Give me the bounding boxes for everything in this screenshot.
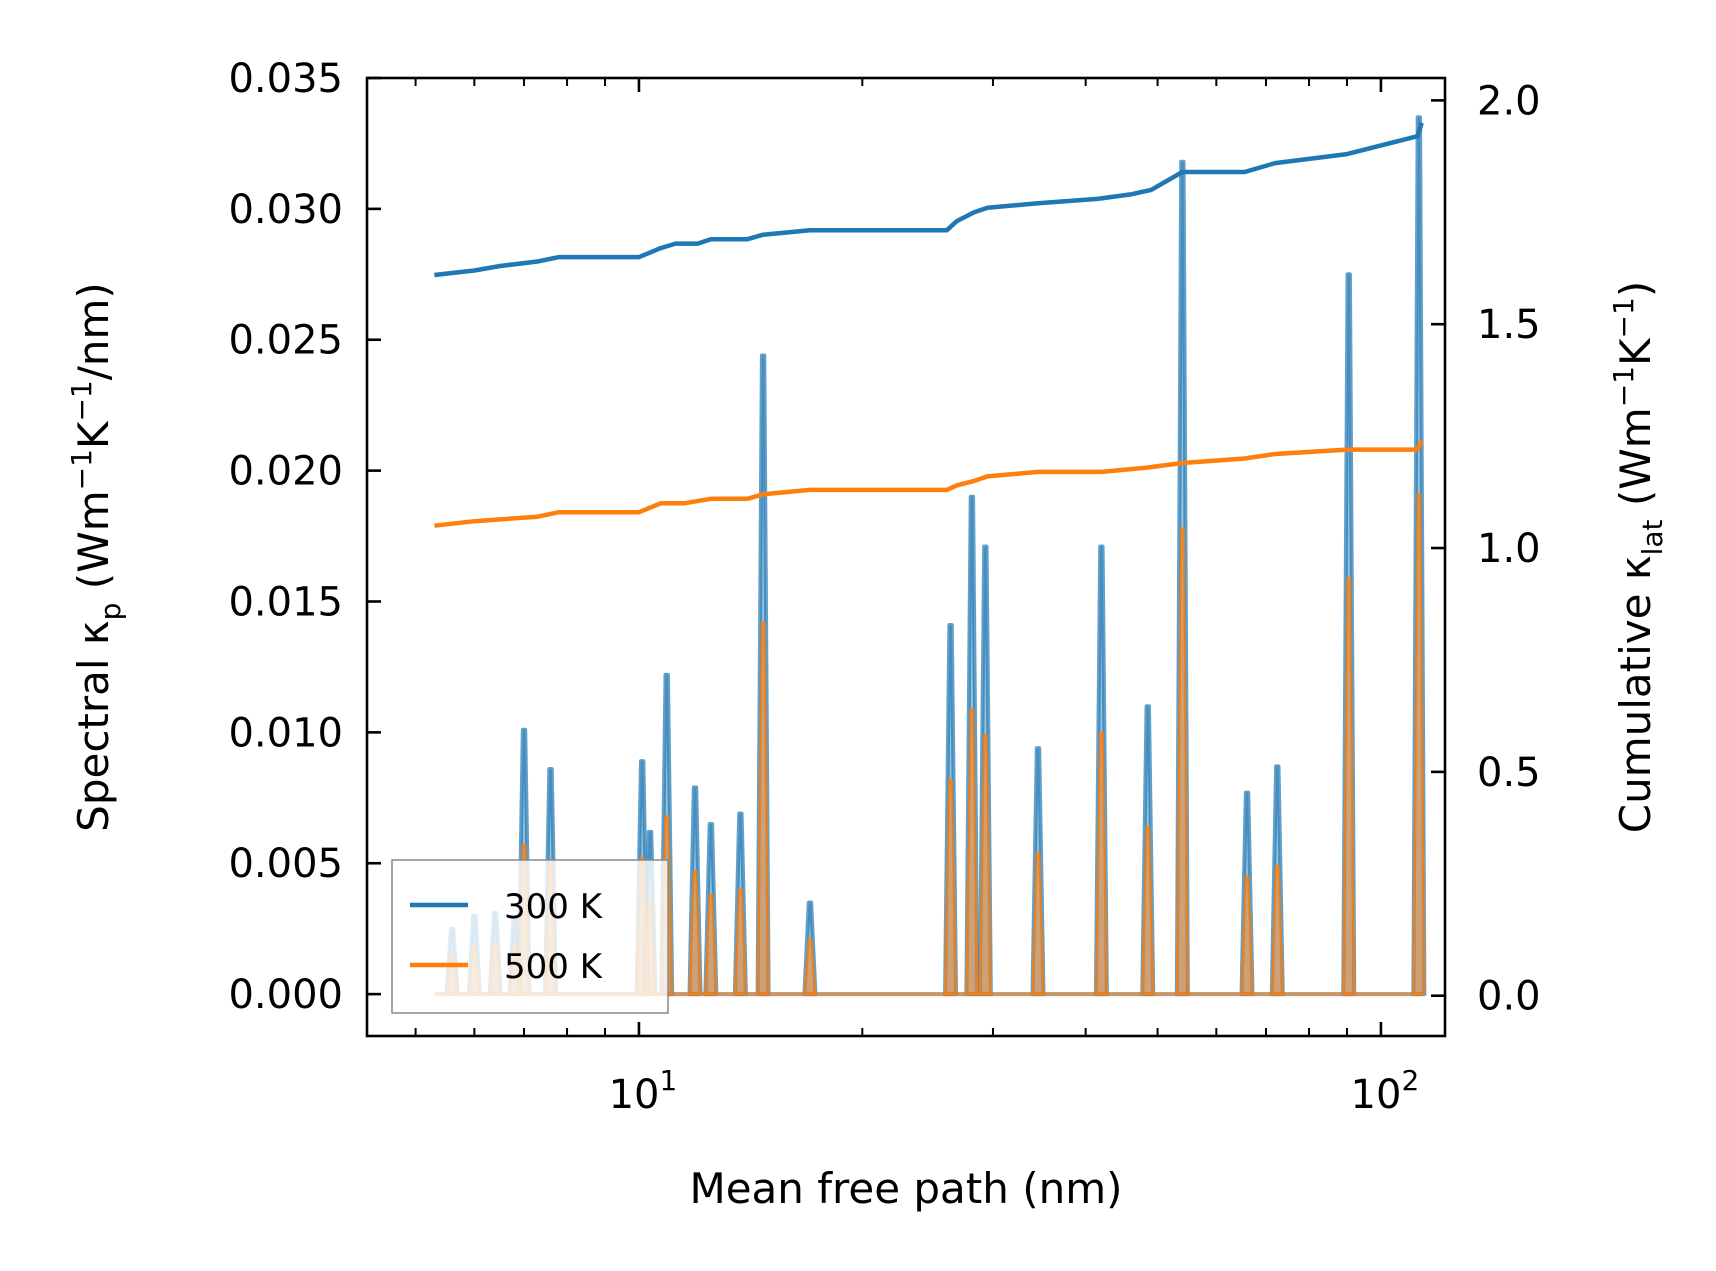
x-tick-label: 102 <box>1351 1064 1420 1118</box>
y-left-tick-label: 0.020 <box>228 449 343 495</box>
legend-label-500k: 500 K <box>504 947 604 987</box>
spectral-peak-500k-14 <box>943 778 958 996</box>
x-tick-label: 101 <box>609 1064 678 1118</box>
legend: 300 K 500 K <box>391 859 669 1014</box>
y-left-tick-label: 0.005 <box>228 841 343 887</box>
y-right-tick-label: 0.5 <box>1477 750 1541 796</box>
y-left-tick-label: 0.025 <box>228 318 343 364</box>
spectral-peak-500k-17 <box>1031 851 1045 996</box>
y-left-tick-label: 0.030 <box>228 187 343 233</box>
y-right-tick-label: 0.0 <box>1477 974 1541 1020</box>
y-right-tick-label: 2.0 <box>1477 78 1541 124</box>
tick-marks <box>367 76 1445 1036</box>
spectral-peak-500k-24 <box>1412 492 1426 996</box>
spectral-peak-500k-23 <box>1342 576 1356 996</box>
right-axis-title: Cumulative κlat (Wm−1K−1) <box>1607 281 1669 833</box>
spectral-peak-500k-21 <box>1240 875 1254 996</box>
y-left-tick-label: 0.035 <box>228 56 343 102</box>
spectral-peak-500k-16 <box>978 733 993 996</box>
legend-label-300k: 300 K <box>504 887 604 927</box>
spectral-peak-500k-18 <box>1094 731 1109 996</box>
y-left-tick-label: 0.015 <box>228 579 343 625</box>
tick-labels: 0.000 0.005 0.010 0.015 0.020 0.025 0.030 0.035… <box>228 56 1540 1118</box>
spectral-peak-500k-12 <box>756 621 770 996</box>
spectral-peak-500k-22 <box>1270 864 1285 996</box>
spectral-peak-500k-13 <box>803 937 817 996</box>
y-right-tick-label: 1.5 <box>1477 302 1541 348</box>
cumulative-line-500k <box>434 439 1424 528</box>
plot-frame <box>365 76 1447 1038</box>
left-axis-title: Spectral κp (Wm−1K−1/nm) <box>65 282 127 832</box>
spectral-peak-500k-9 <box>688 869 702 996</box>
y-left-tick-label: 0.000 <box>228 972 343 1018</box>
spectral-peak-500k-15 <box>965 707 979 996</box>
legend-box <box>391 859 669 1014</box>
cumulative-line-300k <box>434 122 1424 278</box>
spectral-peak-500k-19 <box>1141 825 1155 996</box>
spectral-peak-500k-10 <box>704 893 718 996</box>
cumulative-series-group <box>434 122 1424 528</box>
spectral-peak-500k-11 <box>733 888 748 996</box>
y-left-tick-label: 0.010 <box>228 710 343 756</box>
y-right-tick-label: 1.0 <box>1477 526 1541 572</box>
x-axis-title: Mean free path (nm) <box>689 1164 1122 1213</box>
spectral-peak-500k-20 <box>1175 526 1190 996</box>
